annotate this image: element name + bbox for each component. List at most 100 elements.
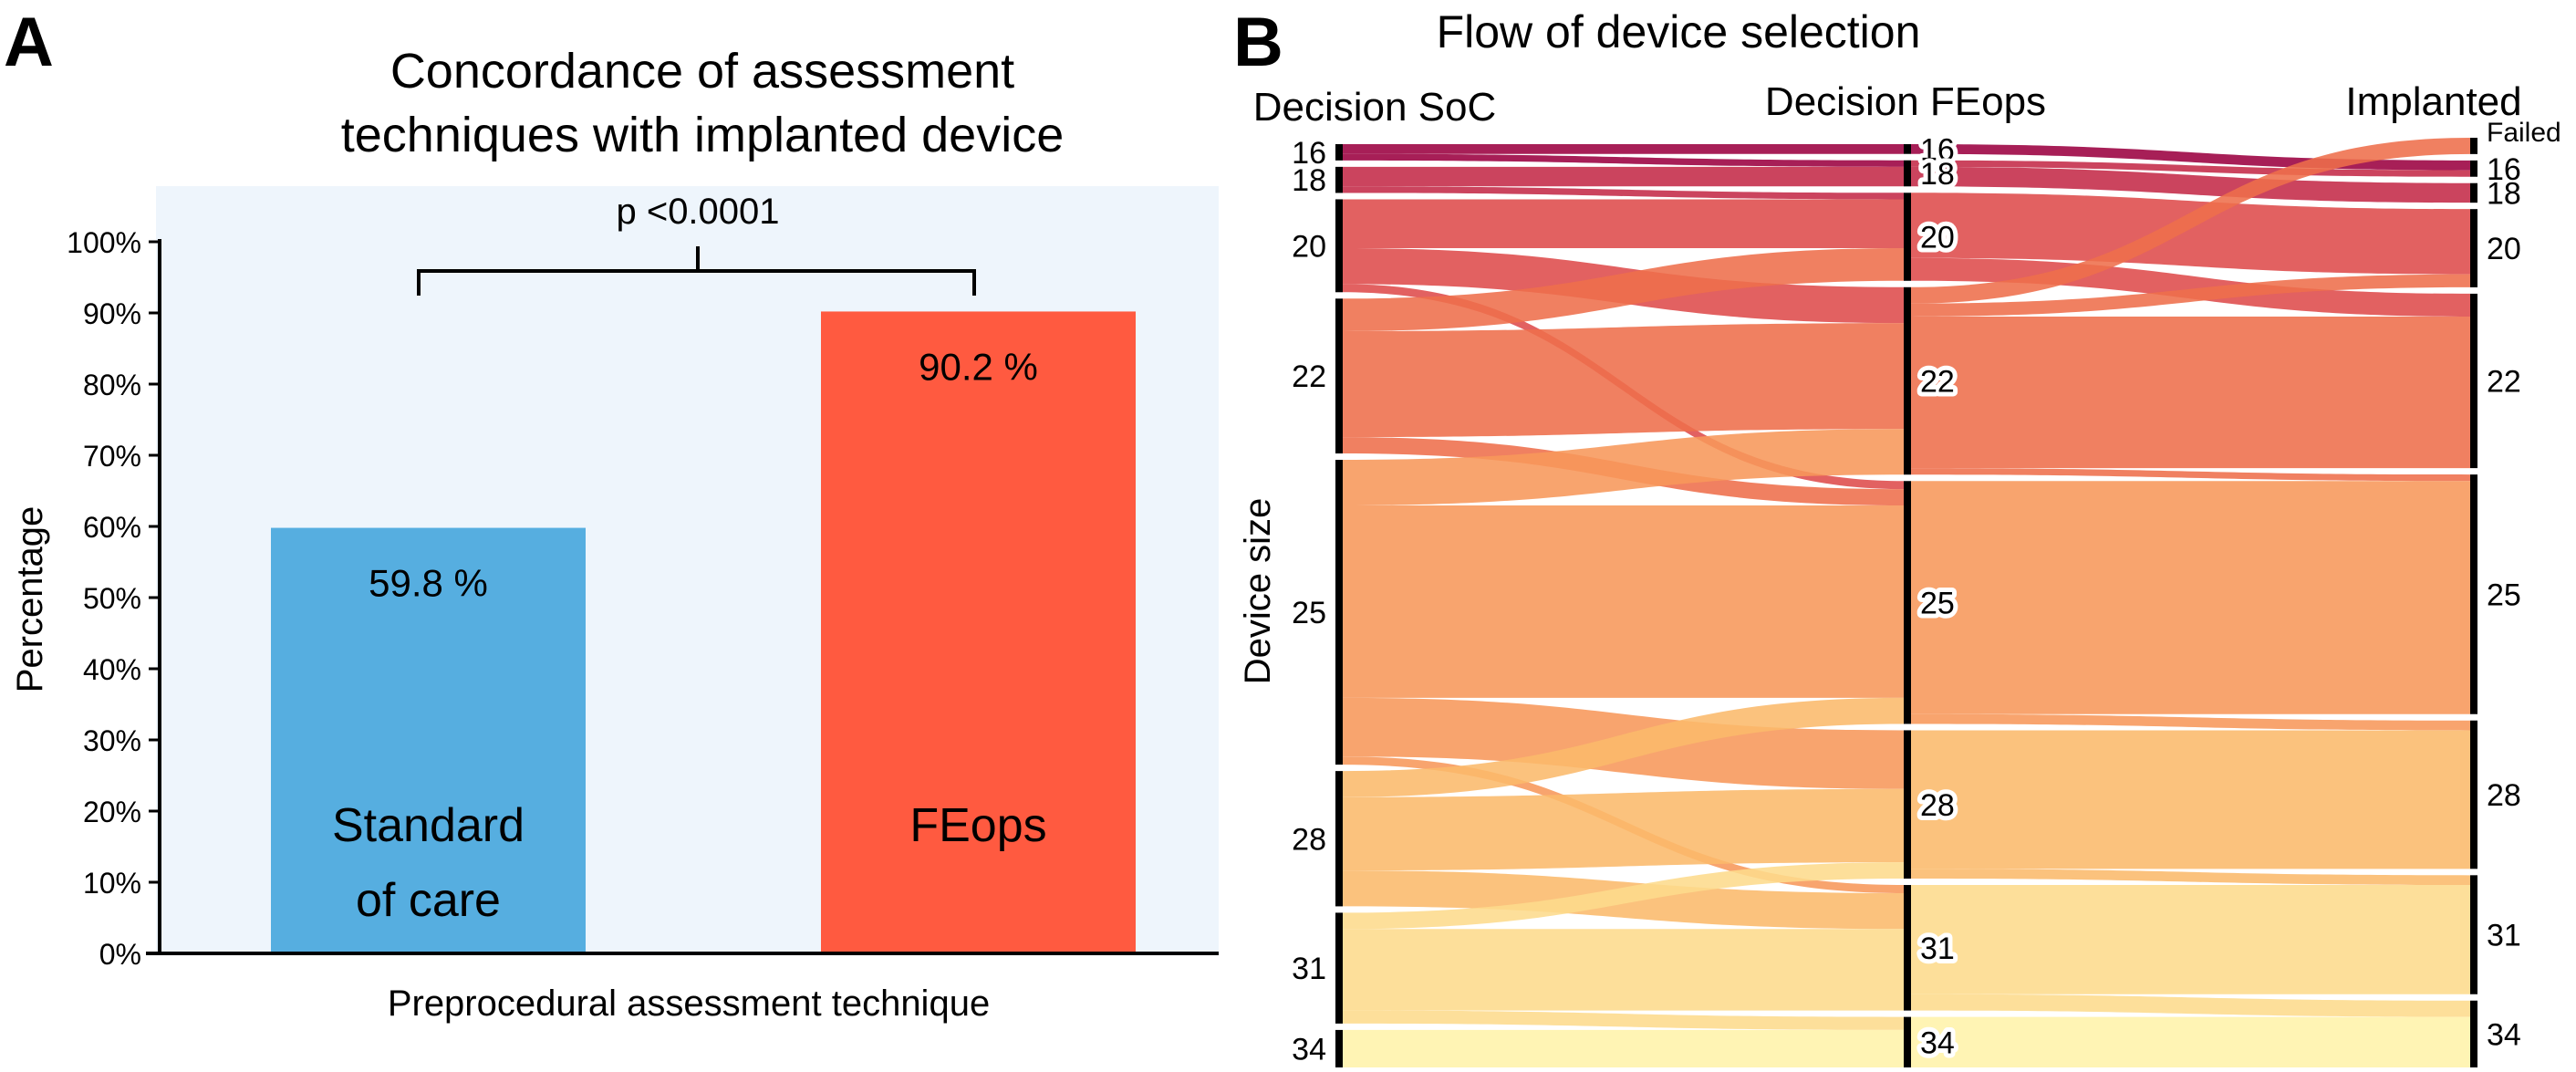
flow-link-25-to-25 <box>1343 505 1904 698</box>
significance-bracket <box>417 246 976 296</box>
bar-feops <box>821 311 1136 953</box>
node-label: 16 <box>1292 136 1326 171</box>
flow-link-18-to-20 <box>1343 186 1904 200</box>
bar-category-label: FEops <box>909 799 1046 852</box>
y-tick-label: 100% <box>67 226 141 259</box>
node-bar-34 <box>1904 1016 1911 1067</box>
node-bar-22 <box>1904 286 1911 475</box>
y-tick-label: 50% <box>83 582 141 615</box>
flow-link-18-to-18 <box>1343 166 1904 187</box>
node-bar-25 <box>2470 474 2477 714</box>
node-bar-34 <box>1335 1029 1343 1067</box>
flow-link-31-to-31 <box>1343 929 1904 1011</box>
node-bar-20 <box>1904 193 1911 281</box>
flow-link-20-to-20 <box>1343 199 1904 249</box>
node-bar-18 <box>1335 166 1343 193</box>
node-bar-25 <box>1904 481 1911 724</box>
node-bar-25 <box>1335 460 1343 765</box>
node-bar-22 <box>1335 298 1343 454</box>
y-tick-label: 20% <box>83 796 141 828</box>
column-header-feops: Decision FEops <box>1765 79 2046 124</box>
x-axis-label: Preprocedural assessment technique <box>388 984 990 1024</box>
flow-link-31-to-34 <box>1911 994 2470 1017</box>
bar-category-label: Standard <box>332 799 525 852</box>
bar-standard-of-care <box>271 527 586 953</box>
node-label: 20 <box>1920 221 1955 255</box>
node-bar-18 <box>1904 160 1911 187</box>
flow-link-22-to-20 <box>1911 274 2470 317</box>
node-bar-28 <box>2470 720 2477 869</box>
node-bar-16 <box>1335 144 1343 161</box>
node-label: 25 <box>1292 596 1326 630</box>
node-label: 22 <box>1920 365 1955 400</box>
flow-link-22-to-22 <box>1343 323 1904 438</box>
node-label: Failed <box>2487 118 2561 148</box>
node-bar-20 <box>1335 199 1343 293</box>
node-label: 34 <box>1292 1032 1326 1067</box>
node-bar-31 <box>1904 885 1911 1011</box>
panel-a-bar-chart: A Concordance of assessment techniques w… <box>4 4 1219 1024</box>
y-axis-label: Percentage <box>10 506 50 693</box>
node-bar-22 <box>2470 293 2477 469</box>
node-bar-16 <box>2470 160 2477 177</box>
flow-link-25-to-22 <box>1343 429 1904 506</box>
flow-link-16-to-18 <box>1343 153 1904 167</box>
panel-b-sankey: B Flow of device selection Decision SoC … <box>1233 4 2561 1067</box>
node-label: 18 <box>2487 176 2521 211</box>
sankey-y-axis-label: Device size <box>1238 498 1278 685</box>
y-tick-label: 90% <box>83 297 141 330</box>
flow-link-20-to-20 <box>1911 193 2470 275</box>
node-label: 16 <box>1920 132 1955 167</box>
node-label: 20 <box>1292 229 1326 264</box>
panel-label-b: B <box>1233 4 1283 81</box>
p-value-annotation: p <0.0001 <box>616 192 779 232</box>
node-label: 31 <box>1920 931 1955 966</box>
node-bar-31 <box>1335 912 1343 1024</box>
node-bar-16 <box>1904 144 1911 154</box>
node-label: 25 <box>2487 578 2521 612</box>
node-label: 22 <box>1292 359 1326 394</box>
flow-link-28-to-28 <box>1343 788 1904 871</box>
sankey-title: Flow of device selection <box>1437 6 1921 57</box>
node-label: 16 <box>2487 152 2521 187</box>
y-tick-label: 60% <box>83 511 141 544</box>
y-tick-label: 0% <box>99 938 141 971</box>
bar-data-label: 90.2 % <box>919 345 1038 388</box>
flow-link-28-to-28 <box>1911 730 2470 869</box>
flow-link-34-to-34 <box>1911 1016 2470 1067</box>
flow-link-28-to-31 <box>1911 869 2470 886</box>
chart-title-line-2: techniques with implanted device <box>341 108 1064 162</box>
flow-link-28-to-25 <box>1343 697 1904 797</box>
node-bar-34 <box>2470 1000 2477 1067</box>
node-label: 31 <box>1292 952 1326 986</box>
flow-link-22-to-Failed <box>1911 138 2470 304</box>
flow-link-22-to-25 <box>1911 468 2470 482</box>
panel-label-a: A <box>4 4 54 81</box>
flow-link-22-to-20 <box>1343 248 1904 332</box>
flow-link-16-to-16 <box>1343 144 1904 154</box>
node-label: 34 <box>1920 1025 1955 1060</box>
node-label: 18 <box>1920 157 1955 192</box>
node-bar-20 <box>2470 209 2477 287</box>
y-tick-label: 10% <box>83 867 141 900</box>
chart-title-line-1: Concordance of assessment <box>390 44 1014 99</box>
node-label: 18 <box>1292 163 1326 198</box>
node-label: 20 <box>2487 232 2521 266</box>
flow-link-18-to-18 <box>1911 166 2470 203</box>
node-bar-31 <box>2470 875 2477 994</box>
node-label: 28 <box>2487 778 2521 813</box>
bar-category-label: of care <box>356 874 501 927</box>
node-label: 28 <box>1292 822 1326 857</box>
y-tick-label: 40% <box>83 653 141 686</box>
node-label: 34 <box>2487 1017 2521 1052</box>
column-header-soc: Decision SoC <box>1253 85 1497 130</box>
node-label: 22 <box>2487 365 2521 400</box>
y-tick-label: 30% <box>83 724 141 757</box>
node-bar-28 <box>1335 771 1343 907</box>
node-label: 31 <box>2487 919 2521 953</box>
flow-link-25-to-28 <box>1911 713 2470 731</box>
y-tick-label: 70% <box>83 440 141 473</box>
flow-link-31-to-31 <box>1911 885 2470 994</box>
y-tick-label: 80% <box>83 369 141 401</box>
node-bar-18 <box>2470 182 2477 203</box>
